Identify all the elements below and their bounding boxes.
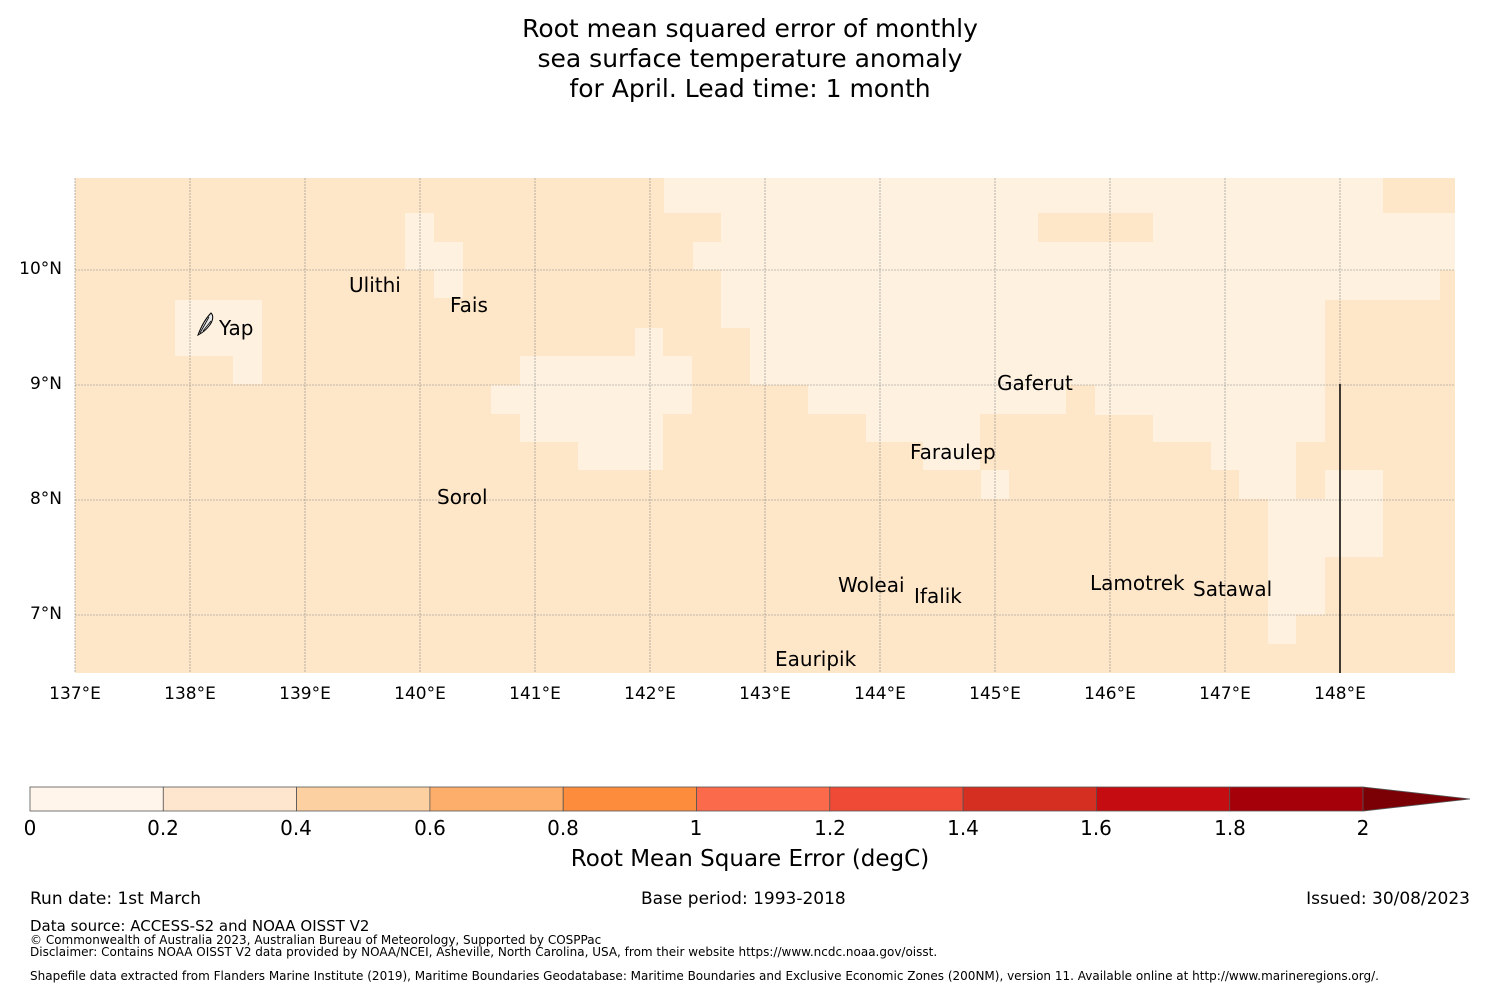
graticule bbox=[74, 178, 1455, 673]
colorbar-tick: 1 bbox=[689, 816, 703, 840]
low-rmse-cell bbox=[578, 442, 663, 470]
lon-tick-148e: 148°E bbox=[1314, 684, 1366, 704]
low-rmse-cell bbox=[750, 356, 1325, 385]
island-label-lamotrek: Lamotrek bbox=[1090, 571, 1185, 595]
lon-tick-147e: 147°E bbox=[1199, 684, 1251, 704]
low-rmse-cell bbox=[175, 300, 262, 328]
low-rmse-cell bbox=[866, 414, 980, 442]
colorbar-box bbox=[562, 786, 697, 812]
low-rmse-cell bbox=[405, 242, 463, 270]
low-rmse-cell bbox=[923, 442, 980, 470]
base-period: Base period: 1993-2018 bbox=[641, 889, 846, 909]
low-rmse-cell bbox=[520, 414, 663, 442]
issued-date: Issued: 30/08/2023 bbox=[1306, 889, 1470, 909]
run-date: Run date: 1st March bbox=[30, 889, 202, 909]
title-line-1: Root mean squared error of monthly bbox=[522, 14, 978, 43]
title-line-3: for April. Lead time: 1 month bbox=[569, 74, 931, 103]
lon-tick-144e: 144°E bbox=[854, 684, 906, 704]
colorbar-box bbox=[429, 786, 564, 812]
lon-tick-145e: 145°E bbox=[969, 684, 1021, 704]
low-rmse-cell bbox=[721, 270, 1440, 300]
island-label-faraulep: Faraulep bbox=[910, 440, 996, 464]
low-rmse-cell bbox=[491, 385, 692, 414]
colorbar-box bbox=[1229, 786, 1364, 812]
low-rmse-cell bbox=[1268, 499, 1325, 586]
lat-tick-7n: 7°N bbox=[29, 604, 62, 624]
low-rmse-cell bbox=[750, 328, 1325, 356]
low-rmse-cell bbox=[1268, 586, 1325, 615]
title-line-2: sea surface temperature anomaly bbox=[537, 44, 963, 73]
island-label-fais: Fais bbox=[450, 293, 488, 317]
low-rmse-cell bbox=[405, 213, 434, 242]
low-rmse-cell bbox=[233, 356, 262, 384]
chart-title: Root mean squared error of monthly sea s… bbox=[400, 14, 1100, 104]
colorbar-label: Root Mean Square Error (degC) bbox=[570, 846, 930, 872]
lon-tick-143e: 143°E bbox=[739, 684, 791, 704]
colorbar-tick: 0.4 bbox=[280, 816, 312, 840]
colorbar-tick: 1.4 bbox=[947, 816, 979, 840]
low-rmse-cell bbox=[175, 328, 262, 356]
lon-tick-137e: 137°E bbox=[49, 684, 101, 704]
colorbar-tick: 0.6 bbox=[414, 816, 446, 840]
disclaimer: Disclaimer: Contains NOAA OISST V2 data … bbox=[30, 945, 938, 959]
low-rmse-cell bbox=[721, 213, 1038, 242]
lon-tick-139e: 139°E bbox=[279, 684, 331, 704]
island-label-eauripik: Eauripik bbox=[775, 647, 857, 671]
colorbar-box bbox=[1096, 786, 1231, 812]
colorbar-tick: 2 bbox=[1356, 816, 1370, 840]
colorbar-tick: 1.6 bbox=[1080, 816, 1112, 840]
island-label-yap: Yap bbox=[219, 316, 254, 340]
low-rmse-cell bbox=[434, 270, 463, 298]
colorbar-box bbox=[696, 786, 831, 812]
low-rmse-cell bbox=[520, 356, 692, 385]
colorbar-tick: 0.8 bbox=[547, 816, 579, 840]
copyright: © Commonwealth of Australia 2023, Austra… bbox=[30, 933, 602, 947]
lon-tick-140e: 140°E bbox=[394, 684, 446, 704]
low-rmse-cell bbox=[693, 242, 1455, 270]
colorbar-box bbox=[162, 786, 298, 812]
island-label-gaferut: Gaferut bbox=[997, 371, 1073, 395]
colorbar-box bbox=[296, 786, 431, 812]
island-label-ifalik: Ifalik bbox=[914, 584, 962, 608]
colorbar-extend-arrow bbox=[1362, 786, 1471, 812]
colorbar-boxes bbox=[29, 786, 1364, 812]
lon-tick-141e: 141°E bbox=[509, 684, 561, 704]
low-rmse-cell bbox=[635, 328, 663, 356]
low-rmse-cell bbox=[1153, 414, 1325, 442]
island-label-satawal: Satawal bbox=[1193, 577, 1273, 601]
lon-tick-142e: 142°E bbox=[624, 684, 676, 704]
lon-tick-146e: 146°E bbox=[1084, 684, 1136, 704]
data-source: Data source: ACCESS-S2 and NOAA OISST V2 bbox=[30, 917, 370, 935]
colorbar-tick: 1.8 bbox=[1214, 816, 1246, 840]
lat-tick-10n: 10°N bbox=[19, 259, 62, 279]
low-rmse-cell bbox=[664, 178, 1383, 213]
colorbar-box bbox=[829, 786, 964, 812]
yap-island-icon bbox=[197, 312, 214, 337]
low-rmse-cell bbox=[721, 300, 1325, 328]
low-rmse-cell bbox=[1239, 470, 1296, 499]
lat-tick-8n: 8°N bbox=[29, 489, 62, 509]
lat-tick-9n: 9°N bbox=[29, 374, 62, 394]
island-label-ulithi: Ulithi bbox=[349, 273, 401, 297]
island-label-woleai: Woleai bbox=[838, 573, 905, 597]
colorbar-tick: 0.2 bbox=[147, 816, 179, 840]
shapefile-credit: Shapefile data extracted from Flanders M… bbox=[30, 969, 1379, 983]
lon-tick-138e: 138°E bbox=[164, 684, 216, 704]
colorbar-box bbox=[29, 786, 164, 812]
colorbar-tick: 1.2 bbox=[814, 816, 846, 840]
low-rmse-cell bbox=[1095, 385, 1325, 415]
low-rmse-cell bbox=[1325, 470, 1383, 557]
colorbar-tick: 0 bbox=[23, 816, 37, 840]
low-rmse-cell bbox=[808, 385, 1066, 414]
low-rmse-cell bbox=[1153, 213, 1455, 242]
low-rmse-cell bbox=[1268, 615, 1296, 644]
colorbar-box bbox=[962, 786, 1097, 812]
island-label-sorol: Sorol bbox=[437, 485, 488, 509]
